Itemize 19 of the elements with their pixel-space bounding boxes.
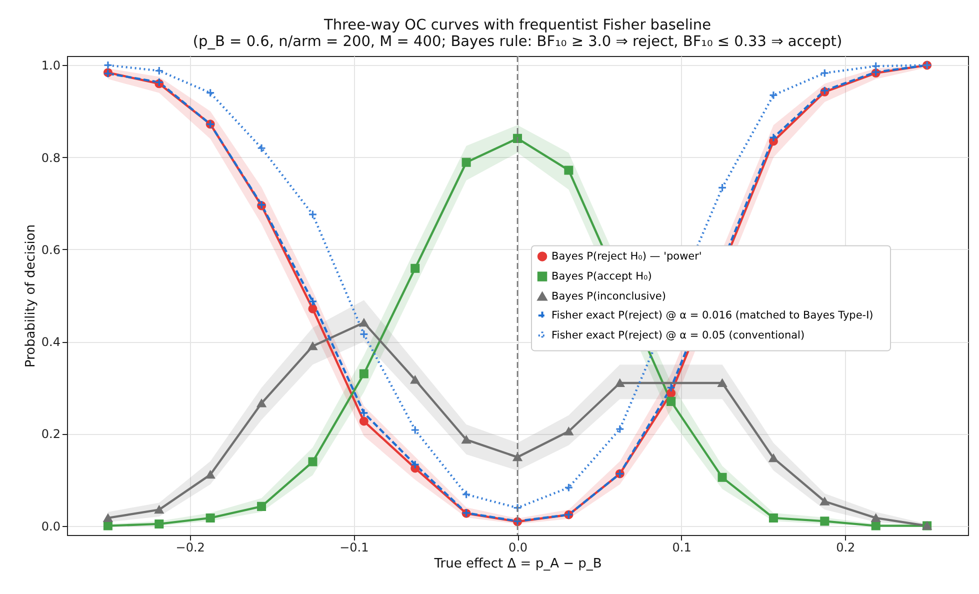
x-tick-label: 0.2 [836,540,856,554]
x-tick-label: 0.0 [508,540,528,554]
legend-label: Fisher exact P(reject) @ α = 0.016 (matched to Bayes Type-I) [552,309,874,322]
y-tick-label: 0.6 [41,242,60,257]
chart-title: Three-way OC curves with frequentist Fisher baseline (p_B = 0.6, n/arm = 200, M = 400; Bayes rule: BF₁₀ ≥ 3.0 ⇒ reject, BF₁₀ ≤ 0.33 ⇒ accept) [192,17,842,50]
y-tick-label: 0.4 [41,335,60,350]
y-tick-label: 1.0 [41,58,60,73]
y-tick-label: 0.8 [41,150,60,165]
y-tick-label: 0.0 [41,519,60,534]
legend-label: Fisher exact P(reject) @ α = 0.05 (conventional) [552,329,805,342]
y-axis-title: Probability of decision [23,224,38,368]
x-tick-label: 0.1 [672,540,692,554]
x-axis-title: True effect Δ = p_A − p_B [433,556,602,572]
x-tick-label: −0.1 [340,540,369,554]
y-tick-label: 0.2 [41,427,60,442]
legend-label: Bayes P(accept H₀) [552,270,652,282]
x-tick-label: −0.2 [176,540,205,554]
legend-label: Bayes P(inconclusive) [552,290,666,302]
legend-label: Bayes P(reject H₀) — 'power' [552,250,702,262]
